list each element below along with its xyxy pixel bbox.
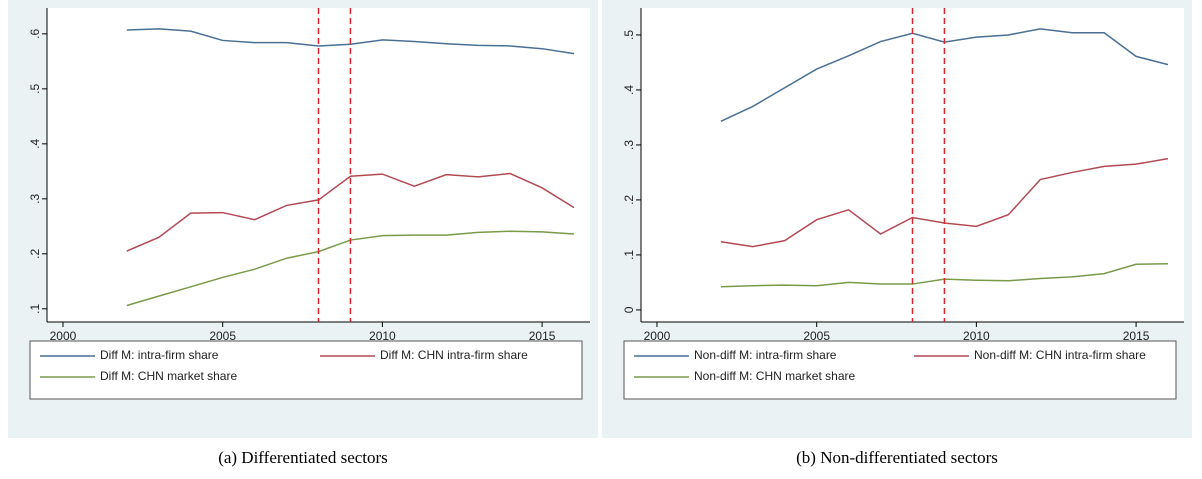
legend-label: Non-diff M: CHN market share bbox=[694, 369, 855, 383]
plot-area bbox=[47, 8, 590, 322]
legend-label: Diff M: CHN market share bbox=[100, 369, 237, 383]
y-tick-label: .5 bbox=[622, 30, 636, 40]
x-tick-label: 2010 bbox=[369, 329, 396, 343]
x-tick-label: 2010 bbox=[963, 329, 990, 343]
y-tick-label: .6 bbox=[28, 29, 42, 39]
x-tick-label: 2000 bbox=[644, 329, 671, 343]
y-tick-label: .4 bbox=[28, 139, 42, 149]
data-line bbox=[126, 172, 575, 252]
chart: .1.2.3.4.5.62000200520102015yearDiff M: … bbox=[8, 0, 598, 467]
data-line bbox=[126, 28, 575, 55]
legend-label: Diff M: CHN intra-firm share bbox=[380, 348, 528, 362]
y-tick-label: .1 bbox=[622, 250, 636, 260]
y-tick-label: .1 bbox=[28, 303, 42, 313]
caption: (b) Non-differentiated sectors bbox=[796, 448, 998, 467]
x-tick-label: 2000 bbox=[50, 329, 77, 343]
legend-label: Diff M: intra-firm share bbox=[100, 348, 219, 362]
y-tick-label: .5 bbox=[28, 84, 42, 94]
chart: 0.1.2.3.4.52000200520102015yearNon-diff … bbox=[602, 0, 1192, 467]
caption: (a) Differentiated sectors bbox=[218, 448, 388, 467]
plot-area bbox=[641, 8, 1184, 322]
legend-label: Non-diff M: CHN intra-firm share bbox=[974, 348, 1146, 362]
y-tick-label: .2 bbox=[28, 248, 42, 258]
x-tick-label: 2015 bbox=[529, 329, 556, 343]
x-tick-label: 2015 bbox=[1123, 329, 1150, 343]
y-tick-label: .4 bbox=[622, 85, 636, 95]
legend bbox=[29, 340, 583, 400]
x-tick-label: 2005 bbox=[803, 329, 830, 343]
y-tick-label: .3 bbox=[622, 140, 636, 150]
y-tick-label: .3 bbox=[28, 193, 42, 203]
legend-label: Non-diff M: intra-firm share bbox=[694, 348, 837, 362]
y-tick-label: .2 bbox=[622, 195, 636, 205]
x-tick-label: 2005 bbox=[209, 329, 236, 343]
legend bbox=[623, 340, 1177, 400]
y-tick-label: 0 bbox=[622, 306, 636, 313]
